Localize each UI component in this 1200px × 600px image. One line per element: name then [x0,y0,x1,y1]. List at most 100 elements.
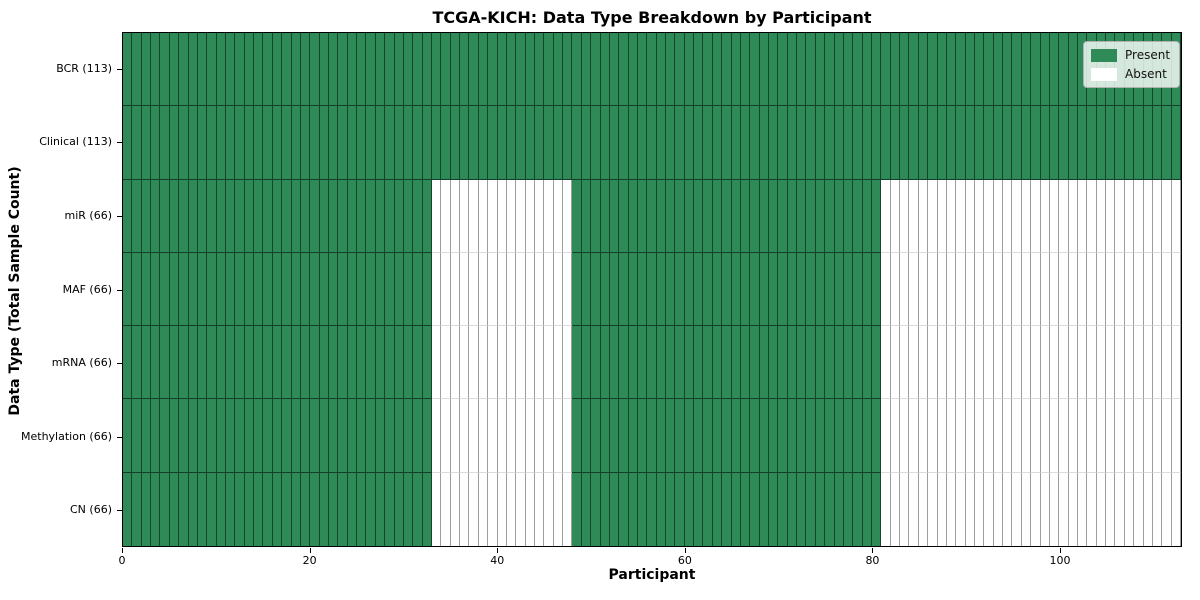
heatmap-cell [581,179,592,253]
x-tick-mark [1060,548,1061,553]
heatmap-cell [188,252,198,327]
heatmap-cell [703,33,713,107]
chart-title: TCGA-KICH: Data Type Breakdown by Partic… [432,8,872,27]
heatmap-cell [300,106,311,180]
heatmap-cell [778,106,788,180]
heatmap-cell [1078,179,1088,253]
heatmap-cell [909,252,919,327]
heatmap-cell [806,33,816,107]
y-tick-mark [117,216,122,217]
heatmap-cell [497,472,507,546]
heatmap-cell [1106,472,1116,546]
heatmap-cell [750,472,760,546]
heatmap-cell [1134,252,1144,327]
heatmap-cell [357,472,367,546]
heatmap-cell [553,33,564,107]
heatmap-cell [394,179,404,253]
heatmap-cell [1078,326,1088,400]
heatmap-cell [628,472,638,546]
heatmap-cell [460,399,470,473]
heatmap-cell [918,33,929,107]
heatmap-cell [1003,252,1013,327]
heatmap-cell [225,179,236,253]
heatmap-cell [675,33,685,107]
heatmap-cell [647,399,657,473]
heatmap-cell [291,33,301,107]
heatmap-cell [563,106,573,180]
heatmap-cell [1049,179,1060,253]
heatmap-cell [928,326,938,400]
heatmap-cell [1171,179,1181,253]
heatmap-cell [769,326,779,400]
heatmap-cell [123,179,133,253]
heatmap-cell [759,326,770,400]
heatmap-cell [151,179,161,253]
heatmap-cell [488,33,498,107]
heatmap-cell [806,399,816,473]
heatmap-cell [937,106,947,180]
heatmap-cell [843,252,854,327]
heatmap-cell [310,106,320,180]
heatmap-cell [563,33,573,107]
heatmap-cell [1162,252,1172,327]
heatmap-cell [591,326,601,400]
heatmap-cell [506,326,517,400]
heatmap-cell [984,472,994,546]
heatmap-cell [1115,472,1125,546]
heatmap-cell [740,252,751,327]
y-tick-mark [117,290,122,291]
heatmap-cell [656,252,667,327]
heatmap-cell [600,399,610,473]
heatmap-cell [141,252,152,327]
heatmap-cell [619,106,629,180]
heatmap-cell [609,252,620,327]
heatmap-cell [366,326,376,400]
heatmap-cell [160,399,170,473]
heatmap-cell [460,179,470,253]
heatmap-cell [731,252,741,327]
heatmap-cell [300,472,311,546]
heatmap-cell [862,252,873,327]
heatmap-cell [244,252,255,327]
heatmap-cell [684,326,695,400]
heatmap-cell [581,106,592,180]
heatmap-cell [834,472,844,546]
heatmap-cell [666,33,676,107]
heatmap-cell [797,106,807,180]
heatmap-cell [132,472,142,546]
heatmap-cell [1096,106,1107,180]
heatmap-cell [666,326,676,400]
heatmap-cell [506,399,517,473]
heatmap-cell [581,252,592,327]
heatmap-cell [750,252,760,327]
heatmap-cell [881,106,891,180]
heatmap-cell [900,179,910,253]
heatmap-row-Methylation [123,399,1181,473]
heatmap-cell [965,399,976,473]
heatmap-cell [441,179,451,253]
heatmap-cell [1031,472,1041,546]
heatmap-cell [937,179,947,253]
heatmap-cell [431,326,442,400]
heatmap-cell [628,179,638,253]
heatmap-cell [1068,106,1078,180]
heatmap-cell [1106,252,1116,327]
heatmap-cell [300,326,311,400]
heatmap-cell [375,399,386,473]
heatmap-cell [853,33,863,107]
heatmap-cell [937,472,947,546]
heatmap-cell [553,326,564,400]
heatmap-cell [1049,33,1060,107]
heatmap-cell [600,179,610,253]
heatmap-cell [1040,33,1050,107]
heatmap-cell [984,326,994,400]
heatmap-cell [965,472,976,546]
heatmap-cell [534,472,545,546]
heatmap-cell [1068,399,1078,473]
heatmap-cell [675,106,685,180]
heatmap-cell [385,326,395,400]
heatmap-cell [890,399,901,473]
heatmap-cell [815,106,826,180]
heatmap-cell [1059,106,1069,180]
heatmap-cell [722,179,732,253]
